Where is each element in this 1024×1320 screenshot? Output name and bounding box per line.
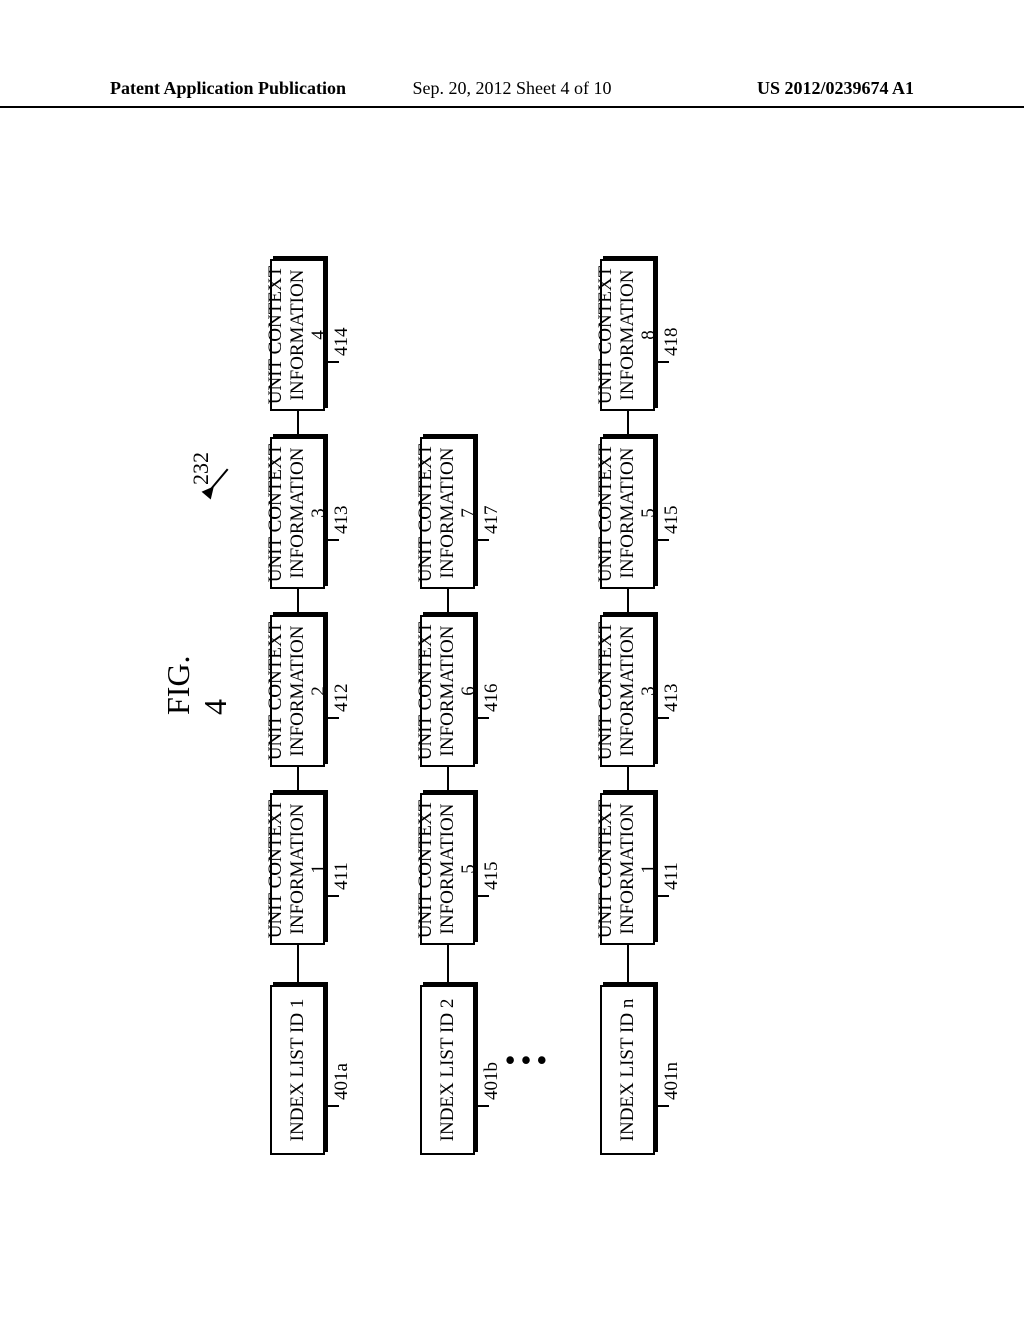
connector-line: [627, 945, 629, 985]
header-center: Sep. 20, 2012 Sheet 4 of 10: [413, 78, 612, 99]
ref-tick: [475, 717, 489, 719]
ref-tick: [325, 895, 339, 897]
ref-tick: [325, 717, 339, 719]
ref-number: 416: [481, 684, 503, 713]
ref-tick: [655, 361, 669, 363]
ref-tick: [475, 895, 489, 897]
ref-number: 411: [661, 862, 683, 890]
ref-tick: [475, 1105, 489, 1107]
connector-line: [627, 411, 629, 437]
ref-number: 413: [331, 506, 353, 535]
ref-number: 401a: [331, 1063, 353, 1100]
unit-context-box: UNIT CONTEXT INFORMATION 5: [600, 437, 655, 589]
vertical-ellipsis: •••: [505, 1045, 552, 1077]
connector-line: [447, 767, 449, 793]
unit-context-box: UNIT CONTEXT INFORMATION 1: [600, 793, 655, 945]
ref-tick: [325, 1105, 339, 1107]
index-list-box: INDEX LIST ID 1: [270, 985, 325, 1155]
ref-number: 417: [481, 506, 503, 535]
ref-number: 413: [661, 684, 683, 713]
unit-context-box: UNIT CONTEXT INFORMATION 4: [270, 259, 325, 411]
ref-arrowhead: [202, 483, 219, 500]
ref-number: 415: [661, 506, 683, 535]
unit-context-box: UNIT CONTEXT INFORMATION 3: [600, 615, 655, 767]
ref-tick: [655, 895, 669, 897]
figure-title: FIG. 4: [160, 655, 234, 715]
ref-tick: [325, 539, 339, 541]
ref-tick: [325, 361, 339, 363]
connector-line: [297, 411, 299, 437]
connector-line: [627, 767, 629, 793]
connector-line: [297, 589, 299, 615]
unit-context-box: UNIT CONTEXT INFORMATION 3: [270, 437, 325, 589]
ref-number: 401n: [661, 1062, 683, 1100]
index-list-box: INDEX LIST ID n: [600, 985, 655, 1155]
unit-context-box: UNIT CONTEXT INFORMATION 1: [270, 793, 325, 945]
ref-tick: [475, 539, 489, 541]
unit-context-box: UNIT CONTEXT INFORMATION 8: [600, 259, 655, 411]
header-right: US 2012/0239674 A1: [757, 78, 914, 99]
ref-number: 401b: [481, 1062, 503, 1100]
unit-context-box: UNIT CONTEXT INFORMATION 7: [420, 437, 475, 589]
ref-tick: [655, 1105, 669, 1107]
connector-line: [297, 945, 299, 985]
page-header: Patent Application Publication Sep. 20, …: [0, 78, 1024, 108]
ref-number: 412: [331, 684, 353, 713]
connector-line: [447, 589, 449, 615]
header-left: Patent Application Publication: [110, 78, 346, 99]
ref-number: 411: [331, 862, 353, 890]
unit-context-box: UNIT CONTEXT INFORMATION 5: [420, 793, 475, 945]
connector-line: [297, 767, 299, 793]
ref-number: 418: [661, 328, 683, 357]
unit-context-box: UNIT CONTEXT INFORMATION 2: [270, 615, 325, 767]
connector-line: [447, 945, 449, 985]
connector-line: [627, 589, 629, 615]
ref-tick: [655, 717, 669, 719]
ref-number: 414: [331, 328, 353, 357]
ref-number: 415: [481, 862, 503, 891]
ref-tick: [655, 539, 669, 541]
unit-context-box: UNIT CONTEXT INFORMATION 6: [420, 615, 475, 767]
index-list-box: INDEX LIST ID 2: [420, 985, 475, 1155]
group-ref-number: 232: [188, 452, 214, 485]
